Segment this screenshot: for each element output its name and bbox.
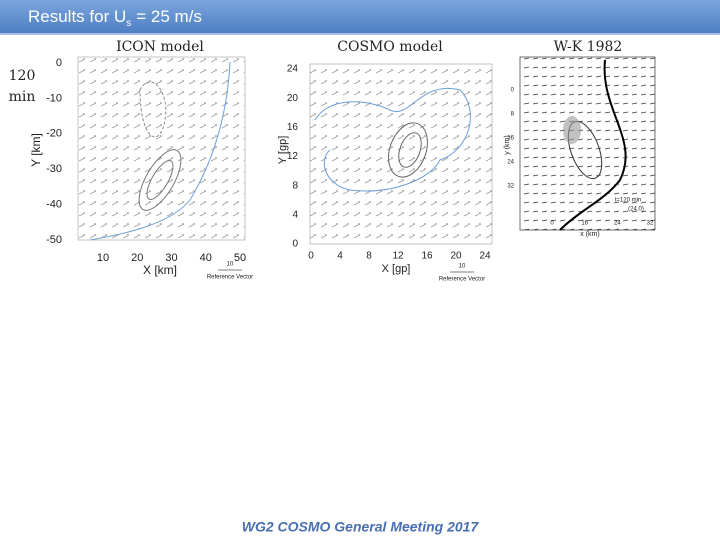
y-tick-label: -30 xyxy=(46,163,62,175)
x-tick-label: 24 xyxy=(479,251,491,262)
y-tick-label: 24 xyxy=(287,64,299,75)
plot-area xyxy=(519,56,656,231)
reference-label: Reference Vector xyxy=(439,277,485,283)
x-tick-label: 30 xyxy=(165,252,177,264)
contour xyxy=(139,81,167,138)
x-tick-label: 12 xyxy=(392,251,404,262)
y-tick-label: -50 xyxy=(46,234,62,246)
plot-area xyxy=(309,63,493,245)
header-bar xyxy=(0,0,720,33)
y-tick-label: 12 xyxy=(287,151,299,162)
reference-value: 10 xyxy=(227,262,234,268)
contour xyxy=(138,149,182,211)
x-tick-label: 20 xyxy=(450,251,462,262)
y-tick-label: 4 xyxy=(292,209,298,220)
y-tick-label: 8 xyxy=(511,112,515,118)
x-axis-label: x (km) xyxy=(580,231,599,238)
x-axis-label: X [gp] xyxy=(382,263,411,275)
x-tick-label: 10 xyxy=(97,252,109,264)
y-tick-label: -10 xyxy=(46,92,62,104)
x-tick-label: 0 xyxy=(308,251,314,262)
contour xyxy=(388,122,428,178)
panel-label: W-K 1982 xyxy=(554,39,623,55)
y-tick-label: 0 xyxy=(56,57,62,69)
x-tick-label: 0 xyxy=(550,221,554,227)
y-axis-label: y (km) xyxy=(504,135,511,154)
reference-value: 10 xyxy=(459,264,466,270)
x-tick-label: 24 xyxy=(614,221,621,227)
x-tick-label: 50 xyxy=(234,252,246,264)
y-tick-label: 32 xyxy=(507,184,514,190)
side-label: min xyxy=(9,89,36,105)
y-tick-label: 0 xyxy=(511,88,515,94)
y-tick-label: 16 xyxy=(287,122,299,133)
plot-area xyxy=(77,56,246,241)
y-tick-label: 8 xyxy=(292,180,298,191)
panel-label: COSMO model xyxy=(337,39,443,55)
x-tick-label: 32 xyxy=(647,221,654,227)
annotation: (24.0) xyxy=(628,207,644,213)
y-tick-label: 20 xyxy=(287,93,299,104)
y-axis-label: Y [km] xyxy=(29,133,43,167)
y-tick-label: -40 xyxy=(46,199,62,211)
x-tick-label: 16 xyxy=(421,251,433,262)
annotation: t=120 min xyxy=(615,198,642,204)
title: Results for Us = 25 m/s xyxy=(28,7,202,28)
footer: WG2 COSMO General Meeting 2017 xyxy=(242,519,480,535)
y-tick-label: -20 xyxy=(46,128,62,140)
reference-label: Reference Vector xyxy=(207,275,253,281)
x-tick-label: 16 xyxy=(581,221,588,227)
y-tick-label: 16 xyxy=(507,136,514,142)
y-tick-label: 24 xyxy=(507,160,514,166)
contour xyxy=(398,132,422,168)
side-label: 120 xyxy=(9,68,36,84)
contour xyxy=(559,59,627,231)
x-axis-label: X [km] xyxy=(143,263,177,277)
shading xyxy=(563,116,581,144)
x-tick-label: 40 xyxy=(200,252,212,264)
contour xyxy=(89,61,231,241)
x-tick-label: 8 xyxy=(366,251,372,262)
y-axis-label: Y [gp] xyxy=(277,136,289,165)
y-tick-label: 0 xyxy=(292,239,298,250)
x-tick-label: 20 xyxy=(131,252,143,264)
x-tick-label: 4 xyxy=(337,251,343,262)
panel-label: ICON model xyxy=(116,39,204,55)
contour xyxy=(146,160,174,200)
contour xyxy=(314,87,471,192)
